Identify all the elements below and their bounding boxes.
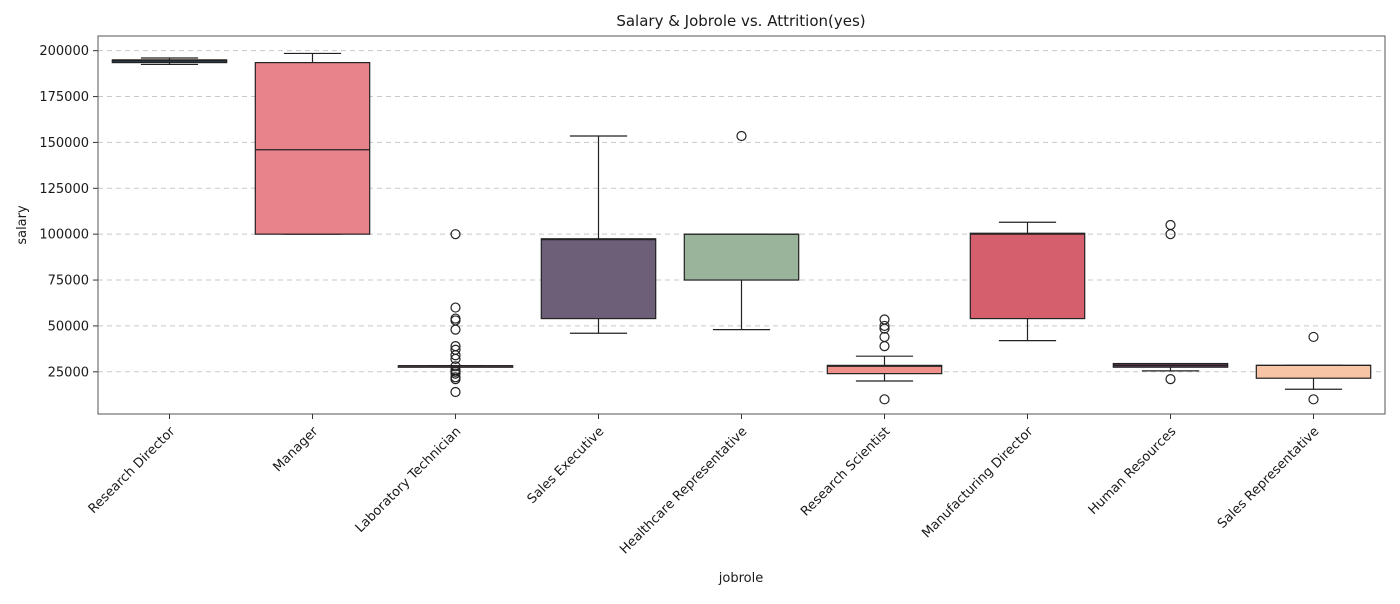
box-body — [540, 238, 657, 320]
boxes — [111, 52, 1372, 405]
outlier-point — [450, 324, 461, 335]
box-healthcare-representative — [683, 130, 800, 331]
y-tick-label: 125000 — [39, 182, 89, 197]
outlier-point — [879, 323, 890, 334]
outlier-point — [736, 130, 747, 142]
outlier-point — [879, 331, 890, 343]
box-body — [683, 233, 800, 281]
box-sales-executive — [540, 135, 657, 334]
y-tick-label: 25000 — [48, 365, 89, 380]
x-tick-label: Sales Representative — [1215, 424, 1322, 531]
x-tick-label: Research Director — [86, 424, 179, 517]
box-sales-representative — [1255, 331, 1372, 405]
outlier-point — [1165, 374, 1176, 385]
x-tick-label: Sales Executive — [525, 424, 608, 507]
y-tick-label: 50000 — [48, 319, 89, 334]
y-tick-label: 200000 — [39, 44, 89, 59]
y-tick-label: 75000 — [48, 274, 89, 289]
outlier-point — [1165, 229, 1176, 240]
box-manufacturing-director — [969, 221, 1086, 342]
outlier-point — [879, 320, 890, 332]
x-tick-label: Manufacturing Director — [919, 424, 1036, 541]
box-body — [254, 62, 371, 235]
box-research-scientist — [826, 314, 943, 405]
chart-title: Salary & Jobrole vs. Attrition(yes) — [616, 12, 865, 30]
outlier-point — [450, 350, 461, 361]
outlier-point — [450, 361, 461, 372]
outlier-point — [450, 302, 461, 313]
x-tick-label: Manager — [270, 424, 321, 475]
x-tick-label: Laboratory Technician — [353, 424, 465, 536]
y-tick-label: 100000 — [39, 228, 89, 243]
box-body — [969, 232, 1086, 320]
box-laboratory-technician — [397, 229, 514, 398]
outlier-point — [879, 394, 890, 405]
x-tick-label: Human Resources — [1086, 424, 1180, 518]
outlier-point — [450, 386, 461, 398]
y-tick-label: 150000 — [39, 136, 89, 151]
box-body — [826, 364, 943, 375]
axes: 25000 50000 75000 100000 125000 150000 175000 2… — [39, 35, 1386, 557]
outlier-point — [450, 368, 461, 379]
y-tick-label: 175000 — [39, 90, 89, 105]
box-research-director — [111, 57, 228, 66]
outlier-point — [450, 229, 461, 240]
x-tick-label: Research Scientist — [798, 424, 893, 519]
outlier-point — [1165, 219, 1176, 231]
outlier-point — [879, 341, 890, 352]
outlier-point — [450, 353, 461, 365]
x-tick-label: Healthcare Representative — [617, 424, 750, 557]
outlier-point — [450, 374, 461, 385]
y-axis-label: salary — [15, 205, 30, 245]
box-body — [1255, 364, 1372, 379]
box-manager — [254, 52, 371, 235]
outlier-point — [1308, 331, 1319, 343]
x-axis-label: jobrole — [718, 571, 763, 586]
outlier-point — [1308, 394, 1319, 405]
box-human-resources — [1112, 219, 1229, 385]
